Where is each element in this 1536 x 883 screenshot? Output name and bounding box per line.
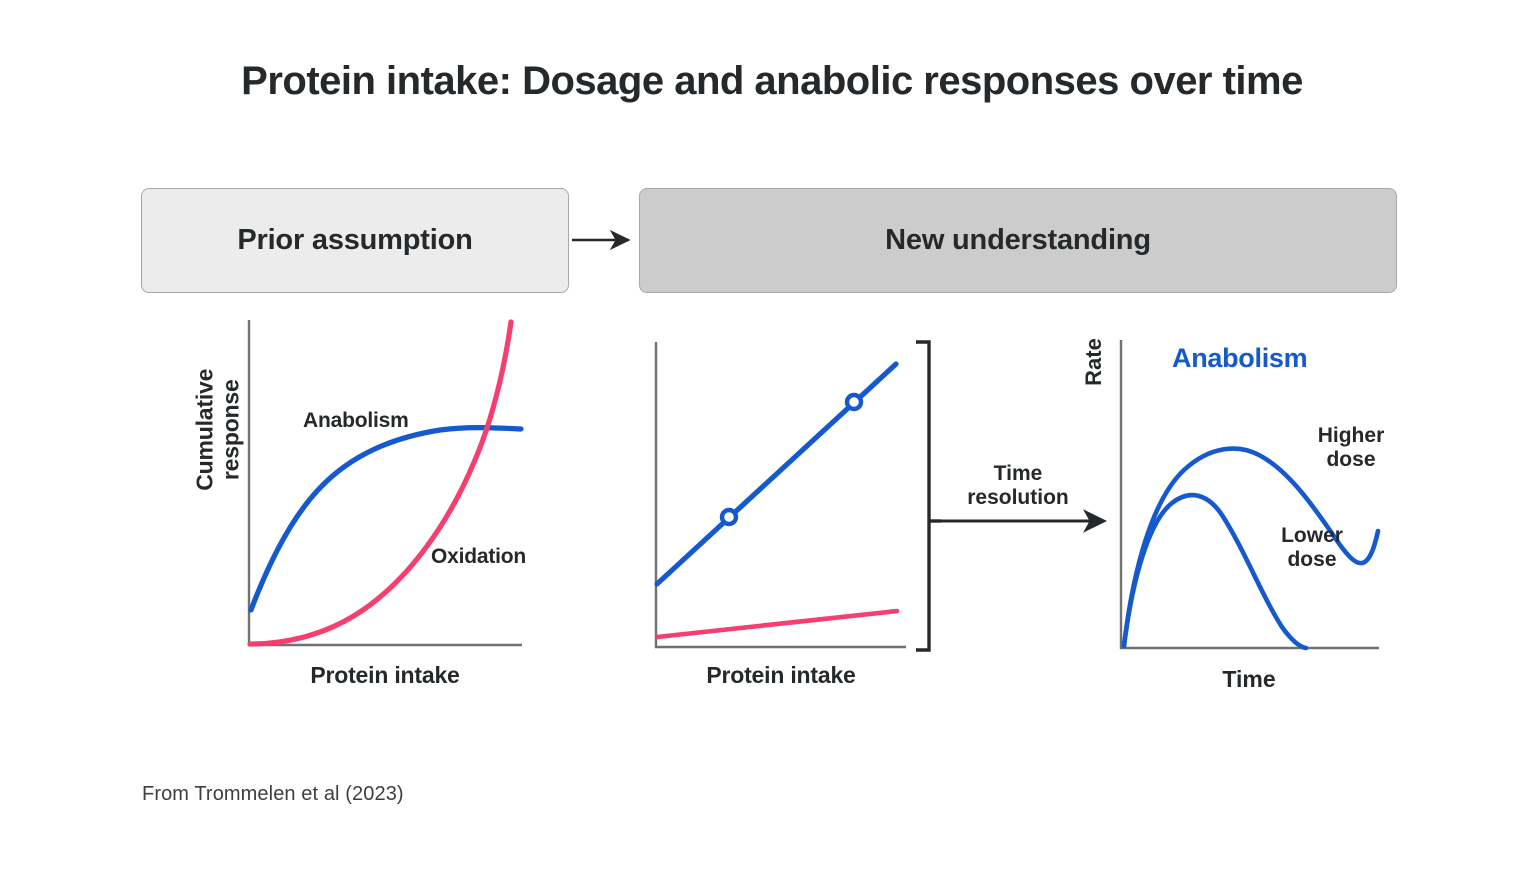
chart-prior-assumption — [247, 319, 524, 647]
chart1-y-axis-title-line2: response — [217, 379, 243, 481]
header-box-new-understanding[interactable]: New understanding — [639, 188, 1397, 293]
chart1-series-oxidation — [247, 319, 514, 647]
chart3-annotation-higher-dose-line1: Higher — [1317, 424, 1385, 447]
header-box-prior-assumption[interactable]: Prior assumption — [141, 188, 569, 293]
time-resolution-label: Time resolution — [948, 462, 1088, 510]
chart3-series-higher-dose — [1121, 446, 1381, 649]
chart-new-understanding-dose — [654, 342, 906, 649]
chart3-title-anabolism: Anabolism — [1172, 343, 1308, 373]
chart1-x-axis-title: Protein intake — [310, 662, 460, 688]
header-box-new-label: New understanding — [885, 224, 1151, 256]
page-title: Protein intake: Dosage and anabolic resp… — [241, 59, 1303, 103]
chart3-x-axis-title: Time — [1222, 666, 1276, 692]
chart3-annotation-higher-dose-line2: dose — [1326, 447, 1376, 471]
chart2-x-axis-title: Protein intake — [706, 662, 856, 688]
chart-rate-over-time — [1119, 340, 1381, 651]
chart2-marker-lower — [719, 507, 739, 527]
chart3-annotation-higher-dose: Higher dose — [1305, 424, 1397, 471]
chart1-series-anabolism — [248, 425, 524, 613]
chart1-annotation-oxidation: Oxidation — [431, 545, 527, 568]
right-brace-bracket — [916, 340, 931, 652]
header-box-prior-label: Prior assumption — [237, 224, 473, 256]
chart2-series-oxidation — [654, 608, 900, 640]
chart1-annotation-anabolism: Anabolism — [303, 409, 409, 432]
chart2-marker-higher — [844, 392, 864, 412]
chart3-annotation-lower-dose-line1: Lower — [1281, 524, 1343, 547]
time-resolution-connector — [916, 340, 1107, 652]
chart1-y-axis-title: Cumulative response — [191, 350, 244, 510]
chart1-y-axis-title-line1: Cumulative — [191, 368, 218, 491]
chart3-annotation-lower-dose: Lower dose — [1267, 524, 1357, 571]
chart3-annotation-lower-dose-line2: dose — [1287, 547, 1337, 571]
chart3-y-axis-title: Rate — [1081, 338, 1106, 386]
chart3-series-lower-dose — [1121, 492, 1309, 651]
source-citation: From Trommelen et al (2023) — [142, 783, 404, 805]
time-resolution-label-line1: Time — [993, 462, 1043, 485]
time-resolution-label-line2: resolution — [967, 486, 1069, 510]
